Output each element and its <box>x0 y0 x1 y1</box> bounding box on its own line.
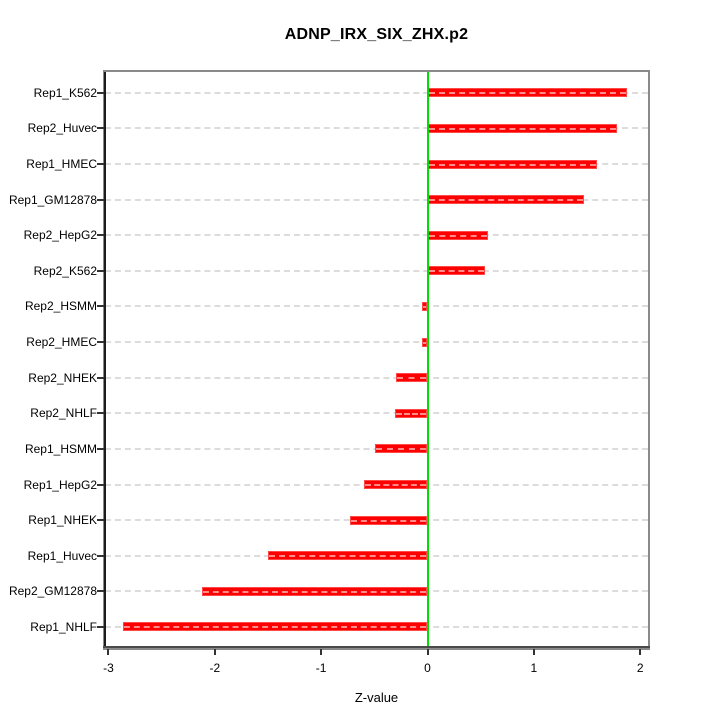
gridline <box>105 91 648 94</box>
x-tick-label: -1 <box>315 661 327 675</box>
y-tick <box>97 305 104 308</box>
x-axis-title: Z-value <box>354 690 399 705</box>
x-tick <box>532 649 535 655</box>
gridline <box>105 305 648 308</box>
bar-Rep2_NHEK <box>395 373 428 383</box>
y-label-Rep2_NHLF: Rep2_NHLF <box>30 406 97 421</box>
bar-Rep1_GM12878 <box>427 195 584 205</box>
gridline <box>105 198 648 201</box>
x-tick <box>320 649 323 655</box>
y-tick <box>97 163 104 166</box>
gridline <box>105 163 648 166</box>
bar-grid-overlay <box>350 519 427 522</box>
bar-Rep2_HepG2 <box>427 230 489 240</box>
y-tick <box>97 127 104 130</box>
y-label-Rep2_K562: Rep2_K562 <box>33 263 97 278</box>
y-label-Rep2_HepG2: Rep2_HepG2 <box>23 228 97 243</box>
x-tick <box>213 649 216 655</box>
gridline <box>105 376 648 379</box>
bar-grid-overlay <box>376 448 427 451</box>
y-label-Rep2_HSMM: Rep2_HSMM <box>24 299 97 314</box>
y-label-Rep1_K562: Rep1_K562 <box>33 85 97 100</box>
x-tick-label: 0 <box>424 661 431 675</box>
y-tick <box>97 412 104 415</box>
gridline <box>105 412 648 415</box>
bar-grid-overlay <box>423 305 427 308</box>
y-tick <box>97 554 104 557</box>
gridline <box>105 341 648 344</box>
y-label-Rep1_NHEK: Rep1_NHEK <box>28 513 97 528</box>
bar-grid-overlay <box>423 341 427 344</box>
bar-grid-overlay <box>428 234 488 237</box>
x-tick-label: 2 <box>636 661 644 675</box>
bar-grid-overlay <box>396 377 427 380</box>
y-label-Rep2_HMEC: Rep2_HMEC <box>26 335 97 350</box>
y-label-Rep1_GM12878: Rep1_GM12878 <box>8 192 97 207</box>
y-axis-line <box>104 72 106 648</box>
bar-grid-overlay <box>428 127 616 130</box>
bar-grid-overlay <box>364 484 427 486</box>
y-tick <box>97 198 104 201</box>
bar-grid-overlay <box>428 199 583 202</box>
y-tick <box>97 234 104 237</box>
x-tick-label: -2 <box>209 661 221 675</box>
y-label-Rep2_Huvec: Rep2_Huvec <box>27 121 97 136</box>
y-tick <box>97 519 104 522</box>
y-tick <box>97 590 104 593</box>
bar-Rep1_HepG2 <box>363 480 428 489</box>
y-tick <box>97 376 104 379</box>
y-tick <box>97 91 104 94</box>
bar-grid-overlay <box>428 163 596 166</box>
x-tick-label: -3 <box>103 661 114 675</box>
x-tick-label: 1 <box>530 661 538 675</box>
gridline <box>105 234 648 237</box>
bar-Rep2_NHLF <box>394 408 428 418</box>
bar-grid-overlay <box>268 555 427 558</box>
gridline <box>105 269 648 272</box>
y-label-Rep2_GM12878: Rep2_GM12878 <box>8 584 97 599</box>
bar-Rep1_NHLF <box>123 622 428 632</box>
bar-Rep2_K562 <box>427 266 485 276</box>
y-label-Rep1_NHLF: Rep1_NHLF <box>30 619 97 634</box>
y-tick <box>97 447 104 450</box>
y-tick <box>97 625 104 628</box>
bar-Rep2_GM12878 <box>202 586 428 596</box>
bar-grid-overlay <box>203 590 427 593</box>
chart-title: ADNP_IRX_SIX_ZHX.p2 <box>284 26 469 43</box>
bar-Rep1_NHEK <box>349 515 428 525</box>
bar-Rep1_HSMM <box>375 444 428 454</box>
y-tick <box>97 269 104 272</box>
y-tick <box>97 483 104 486</box>
bar-grid-overlay <box>428 92 627 95</box>
y-tick <box>97 341 104 344</box>
plot-area <box>105 72 648 648</box>
bar-Rep1_HMEC <box>427 159 597 169</box>
x-tick <box>639 649 642 655</box>
x-tick <box>107 649 110 655</box>
y-label-Rep1_Huvec: Rep1_Huvec <box>27 548 97 563</box>
bar-grid-overlay <box>395 412 427 415</box>
bar-Rep2_Huvec <box>427 123 617 133</box>
x-axis-line <box>103 646 650 648</box>
gridline <box>105 127 648 130</box>
y-label-Rep2_NHEK: Rep2_NHEK <box>28 370 97 385</box>
zero-reference-line <box>426 72 429 648</box>
bar-grid-overlay <box>428 270 484 273</box>
bar-grid-overlay <box>124 626 427 629</box>
y-label-Rep1_HMEC: Rep1_HMEC <box>26 157 97 172</box>
bar-Rep1_Huvec <box>267 551 428 561</box>
y-label-Rep1_HSMM: Rep1_HSMM <box>24 441 97 456</box>
x-tick <box>426 649 429 655</box>
y-label-Rep1_HepG2: Rep1_HepG2 <box>23 477 97 492</box>
bar-Rep1_K562 <box>427 88 628 98</box>
